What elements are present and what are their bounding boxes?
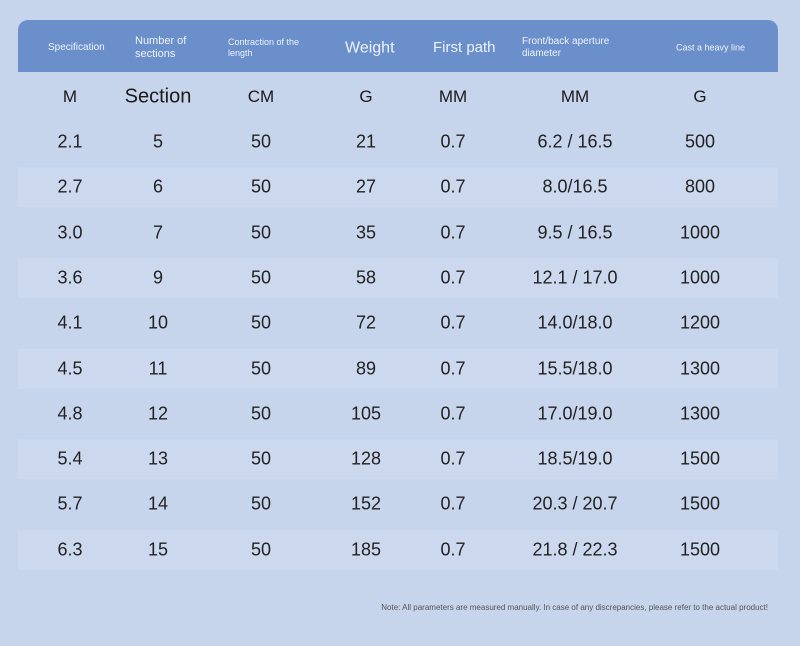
table-cell: 1500 — [679, 539, 721, 560]
table-cell: 50 — [250, 358, 272, 378]
note: Note: All parameters are measured manual… — [381, 603, 768, 612]
table-cell: 128 — [350, 448, 382, 469]
column-header: Specification — [48, 42, 105, 53]
table-cell: 5.4 — [57, 448, 83, 469]
table-cell: 72 — [355, 312, 377, 333]
table-cell: 500 — [684, 131, 716, 152]
table-cell: 50 — [250, 267, 272, 288]
table-cell: 0.7 — [440, 222, 466, 243]
table-cell: 50 — [250, 312, 272, 333]
table-cell: 9 — [152, 267, 164, 288]
table-cell: 15 — [147, 539, 169, 560]
table-cell: 6.3 — [57, 539, 83, 560]
column-header: Number of sections — [135, 34, 187, 60]
column-header: Weight — [345, 39, 395, 57]
unit-label: Section — [124, 85, 192, 108]
table-cell: 50 — [250, 539, 272, 560]
table-cell: 1200 — [679, 312, 721, 333]
table-cell: 6.2 / 16.5 — [537, 131, 613, 152]
table-cell: 3.0 — [57, 222, 83, 243]
table-cell: 0.7 — [440, 539, 466, 560]
unit-label: G — [359, 87, 373, 106]
table-cell: 50 — [250, 448, 272, 469]
table-cell: 7 — [152, 222, 164, 243]
table-cell: 0.7 — [440, 403, 466, 424]
header-bar — [18, 20, 778, 72]
column-header: Cast a heavy line — [676, 42, 746, 53]
table-cell: 89 — [355, 358, 377, 378]
table-cell: 35 — [355, 222, 377, 243]
table-cell: 17.0/19.0 — [537, 403, 613, 424]
table-cell: 0.7 — [440, 493, 466, 514]
table-cell: 0.7 — [440, 176, 466, 197]
table-cell: 4.1 — [57, 312, 83, 333]
unit-label: MM — [438, 87, 468, 106]
table-cell: 800 — [684, 176, 716, 197]
table-cell: 5.7 — [57, 493, 83, 514]
table-cell: 3.6 — [57, 267, 83, 288]
table-cell: 0.7 — [440, 312, 466, 333]
unit-label: CM — [247, 87, 275, 106]
row-band — [18, 167, 778, 208]
table-cell: 50 — [250, 222, 272, 243]
table-cell: 1500 — [679, 448, 721, 469]
table-cell: 2.7 — [57, 176, 83, 197]
table-cell: 0.7 — [440, 267, 466, 288]
table-cell: 14.0/18.0 — [537, 312, 613, 333]
table-cell: 1500 — [679, 493, 721, 514]
table-cell: 5 — [152, 131, 164, 152]
table-cell: 12 — [147, 403, 169, 424]
table-cell: 1300 — [679, 403, 721, 424]
table-cell: 10 — [147, 312, 169, 333]
table-cell: 50 — [250, 131, 272, 152]
table-cell: 8.0/16.5 — [542, 176, 608, 197]
row-band — [18, 439, 778, 480]
column-header: First path — [433, 39, 496, 56]
table-cell: 0.7 — [440, 358, 466, 378]
table-cell: 0.7 — [440, 131, 466, 152]
row-band — [18, 257, 778, 298]
unit-label: MM — [560, 87, 590, 106]
table-cell: 11 — [148, 358, 168, 378]
table-cell: 27 — [355, 176, 377, 197]
table-cell: 50 — [250, 403, 272, 424]
row-band — [18, 529, 778, 570]
column-header: Front/back aperture diameter — [522, 36, 610, 59]
table-cell: 105 — [350, 403, 382, 424]
table-cell: 50 — [250, 493, 272, 514]
row-band — [18, 348, 778, 389]
unit-label: G — [693, 87, 707, 106]
table-cell: 50 — [250, 176, 272, 197]
column-header: Contraction of the length — [228, 37, 300, 58]
table-cell: 1300 — [679, 358, 721, 378]
table-cell: 185 — [350, 539, 382, 560]
table-cell: 15.5/18.0 — [537, 358, 613, 378]
table-cell: 4.5 — [57, 358, 83, 378]
table-cell: 18.5/19.0 — [537, 448, 613, 469]
table-cell: 9.5 / 16.5 — [537, 222, 613, 243]
table-cell: 1000 — [679, 222, 721, 243]
table-cell: 0.7 — [440, 448, 466, 469]
table-cell: 14 — [147, 493, 169, 514]
table-cell: 13 — [147, 448, 169, 469]
table-cell: 58 — [355, 267, 377, 288]
table-cell: 12.1 / 17.0 — [532, 267, 618, 288]
table-cell: 1000 — [679, 267, 721, 288]
table-cell: 4.8 — [57, 403, 83, 424]
table-cell: 2.1 — [57, 131, 83, 152]
table-cell: 21 — [355, 131, 377, 152]
table-cell: 6 — [152, 176, 164, 197]
table-cell: 21.8 / 22.3 — [532, 539, 618, 560]
table-cell: 152 — [350, 493, 382, 514]
unit-label: M — [62, 87, 78, 106]
table-cell: 20.3 / 20.7 — [532, 493, 618, 514]
